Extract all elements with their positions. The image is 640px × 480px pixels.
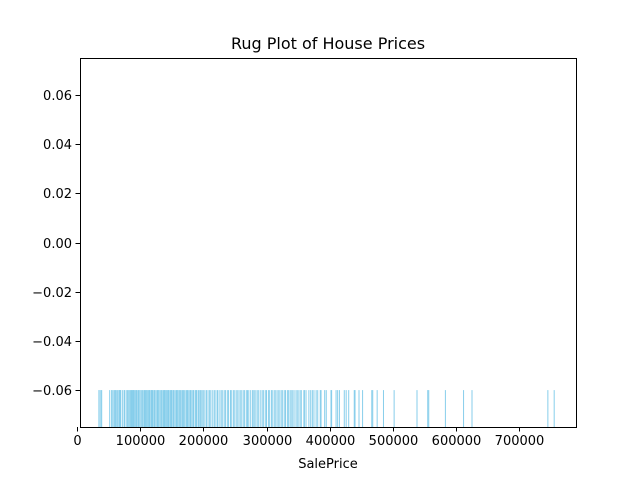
rug-marks bbox=[98, 390, 555, 427]
x-tick-label: 700000 bbox=[495, 434, 545, 449]
x-tick-label: 0 bbox=[73, 434, 81, 449]
chart-title: Rug Plot of House Prices bbox=[231, 34, 425, 53]
y-tick-label: 0.02 bbox=[43, 187, 72, 202]
y-tick-label: 0.06 bbox=[43, 89, 72, 104]
y-axis-ticks: −0.06 −0.04 −0.02 0.00 0.02 0.04 0.06 bbox=[32, 89, 80, 399]
x-tick-label: 600000 bbox=[432, 434, 482, 449]
plot-frame bbox=[80, 58, 577, 428]
y-tick-label: 0.04 bbox=[43, 138, 72, 153]
x-tick-label: 200000 bbox=[179, 434, 229, 449]
y-tick-label: −0.04 bbox=[32, 335, 72, 350]
x-tick-label: 300000 bbox=[243, 434, 293, 449]
y-tick-label: −0.06 bbox=[32, 384, 72, 399]
y-tick-label: −0.02 bbox=[32, 286, 72, 301]
x-axis-ticks: 0 100000 200000 300000 400000 500000 600000 700… bbox=[73, 427, 544, 449]
x-tick-label: 100000 bbox=[116, 434, 166, 449]
x-tick-label: 400000 bbox=[306, 434, 356, 449]
y-tick-label: 0.00 bbox=[43, 237, 72, 252]
x-axis-label: SalePrice bbox=[298, 457, 358, 472]
x-tick-label: 500000 bbox=[369, 434, 419, 449]
